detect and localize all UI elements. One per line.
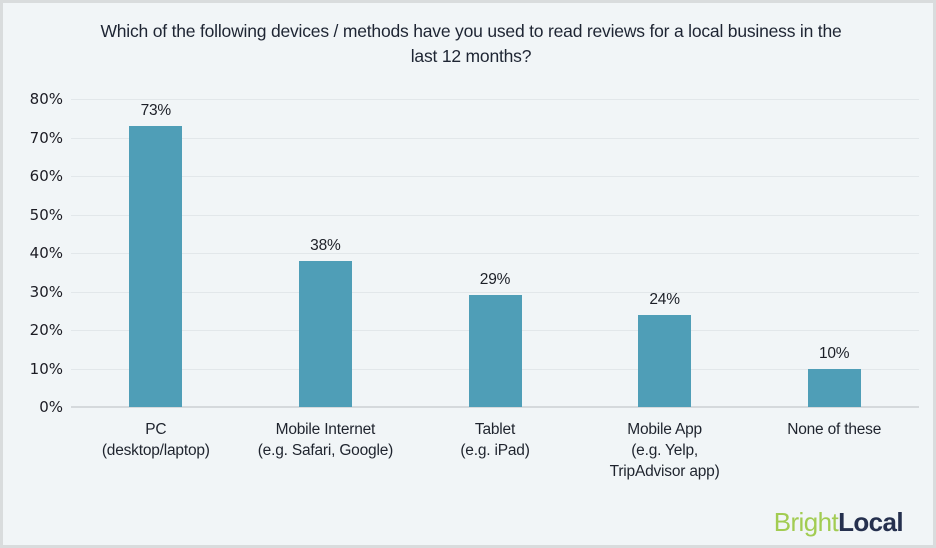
y-axis-label: 80% xyxy=(29,90,63,108)
y-axis-label: 10% xyxy=(29,359,63,378)
x-axis-label: Mobile Internet (e.g. Safari, Google) xyxy=(257,421,394,459)
bar xyxy=(807,368,861,407)
bar-value-label: 38% xyxy=(310,236,341,254)
brightlocal-logo-bright: Bright xyxy=(773,507,839,537)
y-gridline xyxy=(71,253,919,254)
bar-value-label: 10% xyxy=(818,344,850,362)
bar xyxy=(129,125,183,407)
y-gridline xyxy=(71,99,919,100)
x-axis-baseline xyxy=(71,406,919,408)
y-axis-label: 0% xyxy=(39,398,63,416)
x-axis-label: Mobile App (e.g. Yelp, TripAdvisor app) xyxy=(609,421,720,480)
y-axis-label: 60% xyxy=(29,167,63,185)
y-axis-label: 40% xyxy=(29,244,63,262)
x-axis-label: None of these xyxy=(787,421,882,438)
y-axis-label: 30% xyxy=(29,282,63,301)
bar xyxy=(468,295,522,407)
y-axis-label: 70% xyxy=(29,128,63,147)
brightlocal-logo: BrightLocal xyxy=(773,507,904,537)
y-gridline xyxy=(71,291,919,293)
brightlocal-logo-local: Local xyxy=(838,507,904,537)
x-axis-label: PC (desktop/laptop) xyxy=(101,421,210,459)
bar xyxy=(298,260,352,407)
y-axis-label: 50% xyxy=(29,205,63,224)
plot-area: 73% 38% 29% 24% 10% xyxy=(71,99,919,408)
y-axis-label: 20% xyxy=(29,321,63,339)
bar-value-label: 29% xyxy=(479,271,511,289)
y-gridline xyxy=(71,176,919,177)
bar-value-label: 24% xyxy=(649,290,680,308)
chart-title: Which of the following devices / methods… xyxy=(100,21,842,67)
bar xyxy=(638,314,692,407)
y-gridline xyxy=(71,137,919,139)
y-gridline xyxy=(71,214,919,216)
x-axis-label: Tablet (e.g. iPad) xyxy=(460,421,530,459)
bar-value-label: 73% xyxy=(140,101,172,119)
